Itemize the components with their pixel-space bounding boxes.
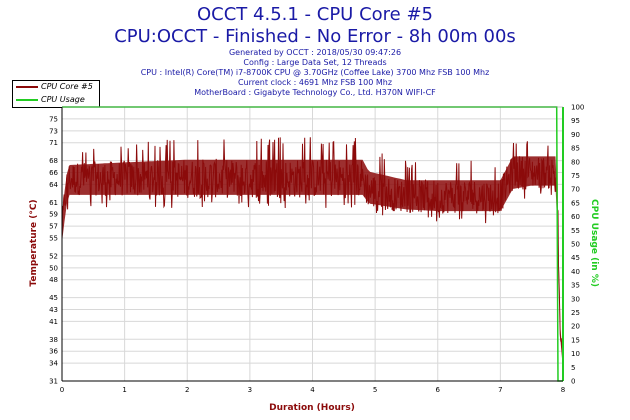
legend: CPU Core #5 CPU Usage bbox=[12, 80, 100, 108]
y-tick-label-right: 65 bbox=[571, 199, 580, 207]
y-tick-label-left: 75 bbox=[49, 115, 58, 123]
y-tick-label-right: 95 bbox=[571, 117, 580, 125]
y-tick-label-left: 52 bbox=[49, 252, 58, 260]
x-tick-label: 4 bbox=[310, 386, 315, 394]
y-tick-label-left: 55 bbox=[49, 235, 58, 243]
axes: 0 1 2 3 4 5 6 7 83134363841434548505255575961646… bbox=[49, 104, 584, 395]
chart-subtitle: CPU:OCCT - Finished - No Error - 8h 00m … bbox=[114, 26, 516, 47]
y-tick-label-left: 61 bbox=[49, 199, 58, 207]
y-tick-label-right: 15 bbox=[571, 336, 580, 344]
y-tick-label-right: 0 bbox=[571, 378, 575, 386]
x-tick-label: 3 bbox=[248, 386, 252, 394]
legend-item-temperature: CPU Core #5 bbox=[13, 81, 99, 93]
legend-swatch-temperature bbox=[16, 86, 38, 88]
y-tick-label-left: 43 bbox=[49, 306, 58, 314]
x-tick-label: 6 bbox=[436, 386, 441, 394]
info-cpu: CPU : Intel(R) Core(TM) i7-8700K CPU @ 3… bbox=[140, 68, 490, 77]
legend-swatch-usage bbox=[16, 99, 38, 101]
y-tick-label-left: 57 bbox=[49, 223, 58, 231]
y-tick-label-right: 10 bbox=[571, 350, 580, 358]
y-tick-label-left: 45 bbox=[49, 294, 58, 302]
y-tick-label-left: 68 bbox=[49, 157, 58, 165]
y-tick-label-left: 38 bbox=[49, 336, 58, 344]
y-tick-label-right: 100 bbox=[571, 104, 584, 112]
y-tick-label-right: 35 bbox=[571, 282, 580, 290]
y-tick-label-right: 5 bbox=[571, 364, 575, 372]
y-tick-label-right: 20 bbox=[571, 323, 580, 331]
y-tick-label-left: 48 bbox=[49, 276, 58, 284]
series-band-temperature bbox=[62, 156, 563, 370]
y-tick-label-left: 66 bbox=[49, 169, 58, 177]
x-tick-label: 1 bbox=[122, 386, 126, 394]
info-generated: Generated by OCCT : 2018/05/30 09:47:26 bbox=[228, 48, 402, 57]
legend-item-usage: CPU Usage bbox=[13, 94, 99, 106]
info-motherboard: MotherBoard : Gigabyte Technology Co., L… bbox=[194, 88, 436, 97]
y-tick-label-right: 25 bbox=[571, 309, 580, 317]
x-tick-label: 8 bbox=[561, 386, 565, 394]
y-axis-label-right: CPU Usage (in %) bbox=[589, 199, 599, 287]
y-tick-label-left: 50 bbox=[49, 264, 58, 272]
y-tick-label-left: 73 bbox=[49, 127, 58, 135]
y-tick-label-right: 85 bbox=[571, 145, 580, 153]
info-clock: Current clock : 4691 Mhz FSB 100 Mhz bbox=[237, 78, 393, 87]
y-tick-label-right: 70 bbox=[571, 186, 580, 194]
y-tick-label-right: 45 bbox=[571, 254, 580, 262]
x-tick-label: 0 bbox=[60, 386, 64, 394]
info-config: Config : Large Data Set, 12 Threads bbox=[243, 58, 387, 67]
y-tick-label-right: 30 bbox=[571, 295, 580, 303]
y-tick-label-left: 41 bbox=[49, 318, 58, 326]
y-tick-label-right: 90 bbox=[571, 131, 580, 139]
y-tick-label-right: 55 bbox=[571, 227, 580, 235]
y-tick-label-right: 80 bbox=[571, 158, 580, 166]
y-tick-label-right: 40 bbox=[571, 268, 580, 276]
y-tick-label-right: 60 bbox=[571, 213, 580, 221]
x-axis-label: Duration (Hours) bbox=[269, 403, 355, 413]
y-tick-label-left: 59 bbox=[49, 211, 58, 219]
legend-label-usage: CPU Usage bbox=[41, 95, 85, 104]
y-tick-label-left: 71 bbox=[49, 139, 58, 147]
x-tick-label: 2 bbox=[185, 386, 189, 394]
y-tick-label-right: 50 bbox=[571, 241, 580, 249]
legend-label-temperature: CPU Core #5 bbox=[41, 82, 93, 91]
y-tick-label-right: 75 bbox=[571, 172, 580, 180]
x-tick-label: 5 bbox=[373, 386, 377, 394]
y-tick-label-left: 64 bbox=[49, 181, 58, 189]
y-tick-label-left: 36 bbox=[49, 348, 58, 356]
y-tick-label-left: 34 bbox=[49, 360, 58, 368]
x-tick-label: 7 bbox=[498, 386, 502, 394]
chart-title: OCCT 4.5.1 - CPU Core #5 bbox=[197, 4, 433, 25]
y-tick-label-left: 31 bbox=[49, 378, 58, 386]
y-axis-label-left: Temperature (°C) bbox=[29, 199, 39, 286]
